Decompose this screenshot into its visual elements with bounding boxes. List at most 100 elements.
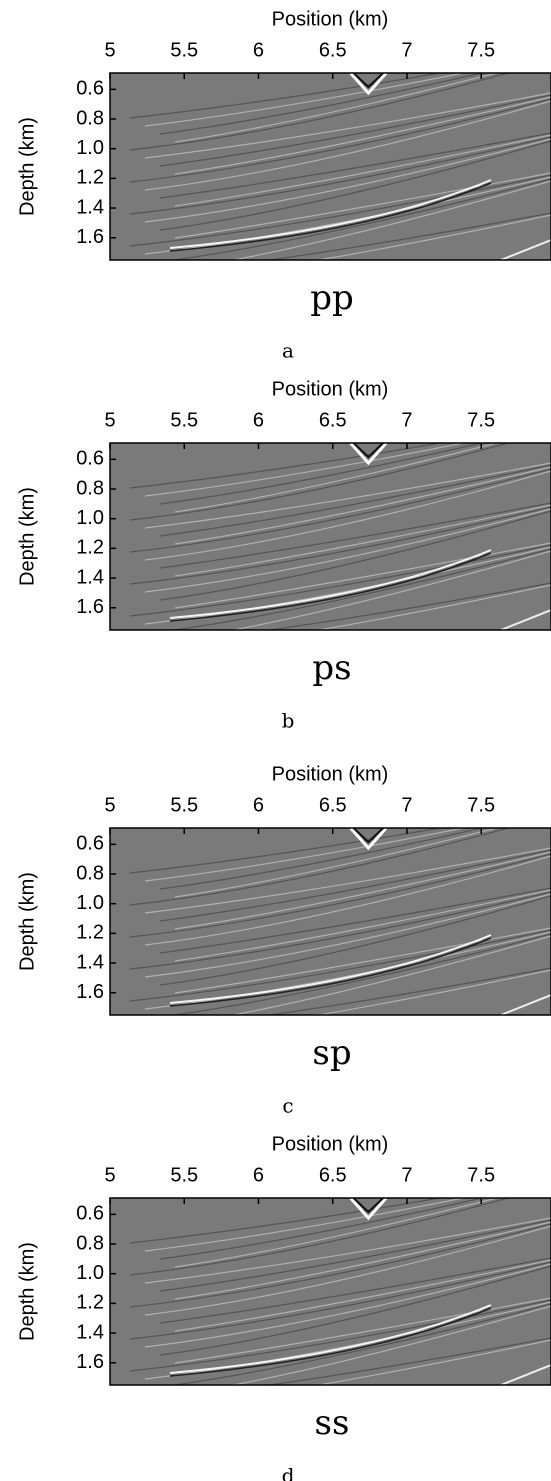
x-tick-label: 5.5 — [170, 1164, 198, 1186]
reflector — [144, 138, 551, 223]
diffraction — [352, 73, 384, 89]
reflector — [500, 994, 551, 1015]
y-tick-label: 0.8 — [76, 862, 104, 884]
reflector — [129, 73, 444, 119]
reflector — [129, 136, 551, 215]
reflector — [144, 1225, 551, 1316]
reflector — [144, 931, 551, 1010]
x-tick-label: 6.5 — [319, 1164, 347, 1186]
reflector — [129, 1223, 551, 1308]
diffraction — [349, 828, 388, 851]
reflector — [174, 504, 551, 577]
x-tick-label: 6 — [253, 794, 264, 816]
x-tick-label: 7.5 — [467, 794, 495, 816]
reflector — [159, 895, 551, 986]
y-tick-label: 1.2 — [76, 537, 104, 559]
reflector — [500, 239, 551, 260]
reflector — [159, 132, 551, 199]
reflector — [144, 1217, 551, 1284]
y-axis-label: Depth (km) — [16, 487, 38, 586]
panel-caption: b — [282, 709, 295, 733]
reflector — [159, 94, 551, 167]
x-axis-label: Position (km) — [272, 763, 389, 785]
y-tick-label: 0.8 — [76, 1232, 104, 1254]
y-tick-label: 1.0 — [76, 1262, 104, 1284]
reflector — [315, 214, 551, 260]
x-axis-label: Position (km) — [272, 378, 389, 400]
panel-caption: c — [282, 1094, 293, 1118]
y-tick-label: 0.6 — [76, 1203, 104, 1225]
y-tick-label: 1.6 — [76, 596, 104, 618]
reflector — [169, 934, 492, 1004]
y-tick-label: 1.4 — [76, 951, 104, 973]
reflector — [144, 508, 551, 593]
panel: 5 5.5 6 6.5 7 7.5 0.6 0.8 1.0 1.2 1.4 1.6 Position (… — [16, 763, 551, 1118]
reflector — [169, 549, 492, 619]
reflector — [159, 887, 551, 954]
reflector — [315, 969, 551, 1015]
reflector — [159, 1257, 551, 1324]
panel: 5 5.5 6 6.5 7 7.5 0.6 0.8 1.0 1.2 1.4 1.6 Position (… — [16, 8, 551, 363]
reflector — [129, 828, 444, 874]
reflector — [144, 100, 551, 191]
reflector — [230, 1305, 551, 1385]
x-tick-label: 5 — [104, 1164, 115, 1186]
y-tick-label: 1.2 — [76, 922, 104, 944]
panel-caption: d — [282, 1464, 295, 1481]
reflector — [129, 891, 551, 970]
reflector — [230, 180, 551, 260]
reflector — [159, 464, 551, 537]
reflector — [174, 96, 551, 175]
reflector — [144, 546, 551, 625]
reflector — [159, 1219, 551, 1292]
x-tick-label: 6.5 — [319, 39, 347, 61]
reflector — [129, 1198, 511, 1276]
x-tick-label: 7.5 — [467, 409, 495, 431]
y-tick-label: 1.4 — [76, 566, 104, 588]
reflector — [169, 937, 492, 1007]
panel-title: ss — [315, 1403, 350, 1443]
reflector — [265, 212, 551, 260]
y-tick-label: 1.6 — [76, 1351, 104, 1373]
diffraction — [352, 1198, 384, 1214]
y-tick-label: 1.4 — [76, 196, 104, 218]
x-tick-label: 5 — [104, 794, 115, 816]
seismic-image — [129, 828, 551, 1015]
x-tick-label: 6 — [253, 39, 264, 61]
y-tick-label: 1.6 — [76, 226, 104, 248]
y-tick-label: 0.8 — [76, 107, 104, 129]
reflector — [144, 893, 551, 978]
reflector — [144, 855, 551, 946]
y-axis-label: Depth (km) — [16, 117, 38, 216]
panel-title: pp — [310, 278, 354, 318]
reflector — [174, 828, 500, 898]
panel-title: ps — [312, 648, 351, 688]
reflector — [144, 443, 467, 497]
axes-frame — [109, 72, 551, 261]
axes-frame — [109, 1197, 551, 1386]
reflector — [500, 609, 551, 630]
x-tick-label: 7.5 — [467, 39, 495, 61]
reflector — [174, 1198, 500, 1268]
reflector — [169, 182, 492, 252]
x-axis-label: Position (km) — [272, 1133, 389, 1155]
reflector — [169, 179, 492, 249]
reflector — [169, 1307, 492, 1377]
reflector — [170, 933, 551, 1015]
x-tick-label: 7 — [401, 794, 412, 816]
reflector — [129, 929, 551, 1002]
y-tick-label: 1.2 — [76, 1292, 104, 1314]
diffraction — [349, 1198, 388, 1221]
reflector — [315, 584, 551, 630]
reflector — [159, 1198, 485, 1260]
reflector — [174, 851, 551, 930]
reflector — [129, 828, 511, 906]
reflector — [159, 849, 551, 922]
reflector — [315, 1339, 551, 1385]
reflector — [129, 174, 551, 247]
reflector — [144, 828, 467, 882]
reflector — [265, 967, 551, 1015]
seismic-image — [129, 73, 551, 260]
x-tick-label: 5.5 — [170, 409, 198, 431]
